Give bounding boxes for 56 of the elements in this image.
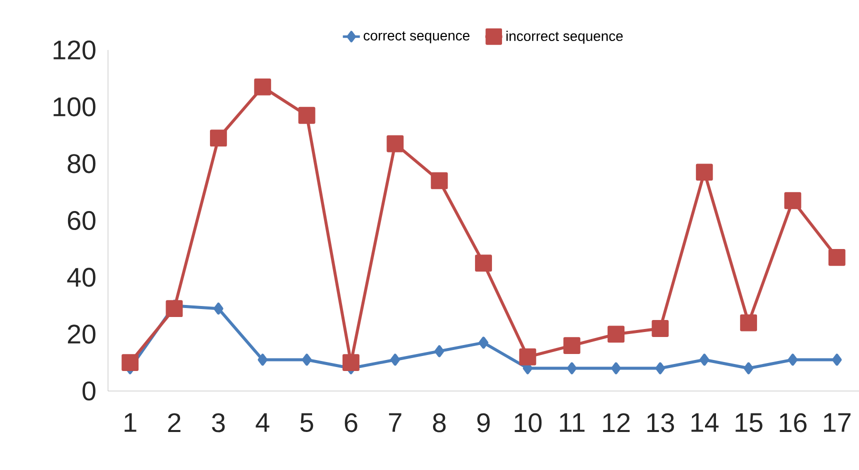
x-tick-label: 3: [212, 413, 225, 432]
x-tick-label: 12: [603, 413, 630, 432]
x-tick-label: 6: [344, 413, 358, 432]
point: [828, 248, 846, 266]
point: [567, 362, 577, 374]
point: [430, 172, 448, 190]
point: [832, 354, 842, 366]
point: [611, 362, 621, 374]
x-tick-label: 2: [168, 413, 180, 432]
point: [519, 348, 536, 366]
point: [390, 354, 400, 366]
x-tick-label: 9: [477, 413, 490, 432]
x-tick-label: 15: [736, 413, 762, 432]
point: [696, 164, 713, 181]
y-tick-label: 80: [68, 154, 96, 174]
point: [302, 354, 312, 366]
point: [254, 78, 272, 96]
point: [166, 300, 183, 318]
y-tick-label: 20: [68, 324, 96, 344]
point: [342, 354, 360, 372]
point: [210, 130, 227, 147]
y-tick-label: 100: [54, 97, 96, 116]
point: [744, 362, 754, 374]
point: [788, 354, 798, 366]
legend-label: correct sequence: [364, 31, 470, 44]
y-tick-label: 60: [68, 210, 96, 230]
x-tick-label: 17: [824, 413, 851, 432]
point: [434, 345, 444, 358]
point: [478, 336, 488, 349]
x-tick-label: 5: [300, 413, 314, 432]
point: [652, 320, 669, 337]
point: [655, 362, 666, 374]
y-tick-label: 40: [67, 268, 96, 287]
x-tick-label: 11: [560, 413, 585, 432]
point: [298, 106, 316, 124]
y-tick-label: 120: [54, 40, 96, 60]
point: [475, 254, 492, 272]
x-tick-label: 7: [389, 413, 402, 432]
point: [700, 354, 710, 366]
x-tick-label: 10: [514, 413, 542, 432]
point: [258, 354, 268, 366]
x-tick-label: 13: [647, 413, 674, 432]
point: [214, 302, 224, 315]
point: [563, 337, 580, 354]
x-tick-label: 16: [780, 413, 807, 432]
point: [122, 354, 139, 372]
x-tick-label: 8: [433, 413, 446, 432]
x-tick-label: 1: [124, 413, 136, 432]
point: [386, 135, 404, 152]
point: [740, 314, 758, 332]
x-tick-label: 4: [256, 413, 270, 432]
legend-label: incorrect sequence: [506, 30, 623, 44]
y-tick-label: 0: [82, 381, 96, 401]
point: [784, 192, 802, 210]
x-tick-label: 14: [691, 413, 719, 432]
point: [608, 326, 625, 343]
